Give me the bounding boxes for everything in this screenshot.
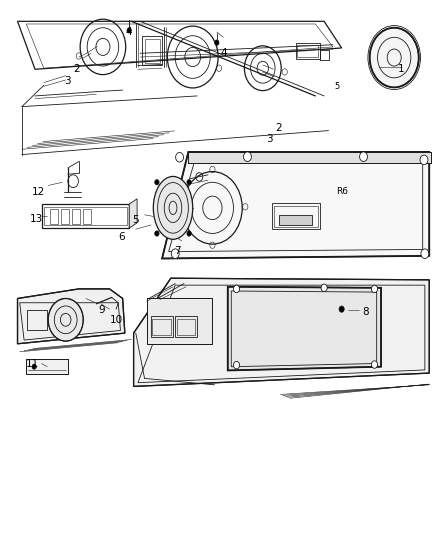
Bar — [175, 316, 197, 337]
Circle shape — [371, 285, 378, 293]
Bar — [26, 359, 68, 374]
Circle shape — [215, 40, 219, 45]
Bar — [188, 152, 431, 163]
Bar — [27, 310, 47, 330]
Circle shape — [370, 28, 419, 87]
Text: 13: 13 — [30, 214, 43, 223]
Text: 3: 3 — [266, 134, 273, 144]
Text: 10: 10 — [110, 315, 123, 325]
Text: 5: 5 — [335, 82, 340, 91]
Bar — [297, 45, 318, 57]
Polygon shape — [134, 278, 429, 386]
Circle shape — [360, 152, 367, 161]
Bar — [274, 206, 318, 227]
Circle shape — [127, 28, 131, 33]
Polygon shape — [18, 289, 125, 344]
Text: 3: 3 — [64, 76, 71, 86]
Bar — [296, 43, 320, 59]
Bar — [26, 359, 68, 374]
Circle shape — [155, 180, 159, 185]
Bar — [151, 316, 173, 337]
Bar — [279, 215, 312, 225]
Circle shape — [321, 284, 327, 292]
Circle shape — [233, 285, 240, 293]
Ellipse shape — [153, 176, 193, 239]
Bar — [61, 209, 69, 224]
Text: 1: 1 — [397, 64, 404, 74]
Polygon shape — [162, 152, 429, 259]
Text: 4: 4 — [126, 27, 133, 37]
Bar — [320, 50, 328, 60]
Bar — [142, 36, 162, 65]
Polygon shape — [228, 287, 381, 370]
Circle shape — [171, 249, 179, 259]
Circle shape — [176, 152, 184, 162]
Bar — [44, 207, 127, 225]
Circle shape — [233, 361, 240, 369]
Bar — [72, 209, 80, 224]
Text: 7: 7 — [174, 246, 181, 255]
Bar — [188, 152, 431, 163]
Text: R6: R6 — [336, 188, 348, 196]
Bar — [147, 298, 212, 344]
Text: 8: 8 — [362, 307, 369, 317]
Text: 2: 2 — [275, 123, 282, 133]
Bar — [272, 203, 320, 229]
Circle shape — [371, 361, 378, 368]
Bar — [50, 209, 58, 224]
Circle shape — [155, 231, 159, 236]
Bar — [152, 319, 171, 335]
Circle shape — [420, 155, 428, 165]
Circle shape — [187, 231, 191, 236]
Bar — [177, 319, 195, 335]
Bar — [83, 209, 91, 224]
Circle shape — [244, 152, 251, 161]
Text: 9: 9 — [98, 305, 105, 315]
Polygon shape — [129, 199, 137, 228]
Circle shape — [339, 306, 344, 312]
Circle shape — [187, 180, 191, 185]
Text: 4: 4 — [220, 49, 227, 58]
Text: 2: 2 — [73, 64, 80, 74]
Bar — [147, 298, 212, 344]
Circle shape — [32, 364, 36, 369]
Circle shape — [48, 298, 83, 341]
Bar — [145, 39, 160, 63]
Text: 11: 11 — [26, 359, 39, 368]
Text: 6: 6 — [118, 232, 125, 242]
Bar — [42, 204, 129, 228]
Circle shape — [421, 249, 429, 259]
Text: 12: 12 — [32, 187, 45, 197]
Text: 5: 5 — [132, 215, 139, 224]
